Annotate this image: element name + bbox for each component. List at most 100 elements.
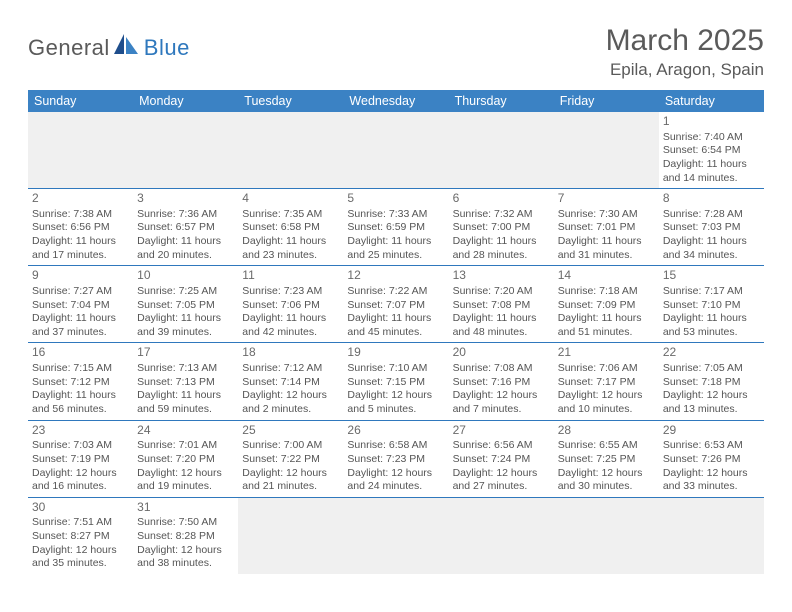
calendar-day-cell: 5Sunrise: 7:33 AMSunset: 6:59 PMDaylight… (343, 189, 448, 266)
sunrise-text: Sunrise: 7:12 AM (242, 362, 339, 376)
sunrise-text: Sunrise: 7:30 AM (558, 208, 655, 222)
day-number: 4 (242, 191, 339, 207)
sunrise-text: Sunrise: 7:22 AM (347, 285, 444, 299)
sunset-text: Sunset: 7:20 PM (137, 453, 234, 467)
location-text: Epila, Aragon, Spain (606, 60, 764, 80)
daylight-text-2: and 56 minutes. (32, 403, 129, 417)
daylight-text-2: and 24 minutes. (347, 480, 444, 494)
weekday-header: Saturday (659, 90, 764, 112)
sunset-text: Sunset: 6:56 PM (32, 221, 129, 235)
calendar-week-row: 16Sunrise: 7:15 AMSunset: 7:12 PMDayligh… (28, 343, 764, 420)
daylight-text-2: and 10 minutes. (558, 403, 655, 417)
daylight-text-2: and 35 minutes. (32, 557, 129, 571)
daylight-text-1: Daylight: 11 hours (32, 389, 129, 403)
calendar-day-cell: 8Sunrise: 7:28 AMSunset: 7:03 PMDaylight… (659, 189, 764, 266)
calendar-day-cell: 7Sunrise: 7:30 AMSunset: 7:01 PMDaylight… (554, 189, 659, 266)
sunrise-text: Sunrise: 7:23 AM (242, 285, 339, 299)
calendar-day-cell: 26Sunrise: 6:58 AMSunset: 7:23 PMDayligh… (343, 420, 448, 497)
sunset-text: Sunset: 7:18 PM (663, 376, 760, 390)
calendar-day-cell (28, 112, 133, 189)
day-number: 14 (558, 268, 655, 284)
calendar-day-cell: 18Sunrise: 7:12 AMSunset: 7:14 PMDayligh… (238, 343, 343, 420)
sunset-text: Sunset: 7:05 PM (137, 299, 234, 313)
sunset-text: Sunset: 7:25 PM (558, 453, 655, 467)
sunrise-text: Sunrise: 6:53 AM (663, 439, 760, 453)
calendar-day-cell: 9Sunrise: 7:27 AMSunset: 7:04 PMDaylight… (28, 266, 133, 343)
day-number: 9 (32, 268, 129, 284)
day-number: 20 (453, 345, 550, 361)
calendar-day-cell (554, 497, 659, 574)
sunset-text: Sunset: 6:57 PM (137, 221, 234, 235)
title-block: March 2025 Epila, Aragon, Spain (606, 24, 764, 80)
calendar-day-cell (449, 497, 554, 574)
sunrise-text: Sunrise: 7:28 AM (663, 208, 760, 222)
day-number: 23 (32, 423, 129, 439)
daylight-text-1: Daylight: 11 hours (32, 235, 129, 249)
calendar-day-cell: 22Sunrise: 7:05 AMSunset: 7:18 PMDayligh… (659, 343, 764, 420)
daylight-text-1: Daylight: 11 hours (137, 389, 234, 403)
calendar-day-cell: 21Sunrise: 7:06 AMSunset: 7:17 PMDayligh… (554, 343, 659, 420)
brand-name-a: General (28, 35, 110, 61)
weekday-header: Friday (554, 90, 659, 112)
daylight-text-2: and 16 minutes. (32, 480, 129, 494)
weekday-header: Sunday (28, 90, 133, 112)
sunrise-text: Sunrise: 7:40 AM (663, 131, 760, 145)
calendar-day-cell: 29Sunrise: 6:53 AMSunset: 7:26 PMDayligh… (659, 420, 764, 497)
daylight-text-1: Daylight: 11 hours (558, 312, 655, 326)
daylight-text-2: and 39 minutes. (137, 326, 234, 340)
sunset-text: Sunset: 7:10 PM (663, 299, 760, 313)
daylight-text-2: and 37 minutes. (32, 326, 129, 340)
sunrise-text: Sunrise: 7:06 AM (558, 362, 655, 376)
sunset-text: Sunset: 6:54 PM (663, 144, 760, 158)
calendar-week-row: 30Sunrise: 7:51 AMSunset: 8:27 PMDayligh… (28, 497, 764, 574)
daylight-text-1: Daylight: 12 hours (347, 389, 444, 403)
day-number: 16 (32, 345, 129, 361)
calendar-day-cell: 25Sunrise: 7:00 AMSunset: 7:22 PMDayligh… (238, 420, 343, 497)
sunrise-text: Sunrise: 7:27 AM (32, 285, 129, 299)
calendar-body: 1Sunrise: 7:40 AMSunset: 6:54 PM Daylight… (28, 112, 764, 574)
day-number: 8 (663, 191, 760, 207)
daylight-text-2: and 33 minutes. (663, 480, 760, 494)
calendar-day-cell: 31Sunrise: 7:50 AMSunset: 8:28 PMDayligh… (133, 497, 238, 574)
daylight-text-2: and 28 minutes. (453, 249, 550, 263)
day-number: 1 (663, 114, 760, 130)
daylight-text-2: and 25 minutes. (347, 249, 444, 263)
sunrise-text: Sunrise: 7:01 AM (137, 439, 234, 453)
weekday-header: Wednesday (343, 90, 448, 112)
weekday-header: Thursday (449, 90, 554, 112)
sunrise-text: Sunrise: 7:00 AM (242, 439, 339, 453)
daylight-text-2: and 59 minutes. (137, 403, 234, 417)
calendar-day-cell: 23Sunrise: 7:03 AMSunset: 7:19 PMDayligh… (28, 420, 133, 497)
sunrise-text: Sunrise: 7:03 AM (32, 439, 129, 453)
sunset-text: Sunset: 7:24 PM (453, 453, 550, 467)
daylight-text-2: and 14 minutes. (663, 172, 760, 186)
daylight-text-1: Daylight: 11 hours (242, 235, 339, 249)
day-number: 24 (137, 423, 234, 439)
day-number: 17 (137, 345, 234, 361)
sunrise-text: Sunrise: 7:50 AM (137, 516, 234, 530)
sunset-text: Sunset: 7:26 PM (663, 453, 760, 467)
sunrise-text: Sunrise: 7:17 AM (663, 285, 760, 299)
daylight-text-1: Daylight: 11 hours (453, 235, 550, 249)
sunrise-text: Sunrise: 6:56 AM (453, 439, 550, 453)
weekday-header: Monday (133, 90, 238, 112)
day-number: 21 (558, 345, 655, 361)
calendar-day-cell: 24Sunrise: 7:01 AMSunset: 7:20 PMDayligh… (133, 420, 238, 497)
sunset-text: Sunset: 8:27 PM (32, 530, 129, 544)
sunset-text: Sunset: 7:09 PM (558, 299, 655, 313)
daylight-text-1: Daylight: 12 hours (242, 389, 339, 403)
daylight-text-2: and 23 minutes. (242, 249, 339, 263)
day-number: 19 (347, 345, 444, 361)
calendar-day-cell: 2Sunrise: 7:38 AMSunset: 6:56 PMDaylight… (28, 189, 133, 266)
daylight-text-1: Daylight: 12 hours (558, 389, 655, 403)
daylight-text-2: and 31 minutes. (558, 249, 655, 263)
day-number: 25 (242, 423, 339, 439)
daylight-text-2: and 34 minutes. (663, 249, 760, 263)
sunrise-text: Sunrise: 7:32 AM (453, 208, 550, 222)
sunrise-text: Sunrise: 6:55 AM (558, 439, 655, 453)
daylight-text-1: Daylight: 12 hours (137, 544, 234, 558)
sunset-text: Sunset: 8:28 PM (137, 530, 234, 544)
daylight-text-2: and 30 minutes. (558, 480, 655, 494)
day-number: 29 (663, 423, 760, 439)
daylight-text-2: and 53 minutes. (663, 326, 760, 340)
